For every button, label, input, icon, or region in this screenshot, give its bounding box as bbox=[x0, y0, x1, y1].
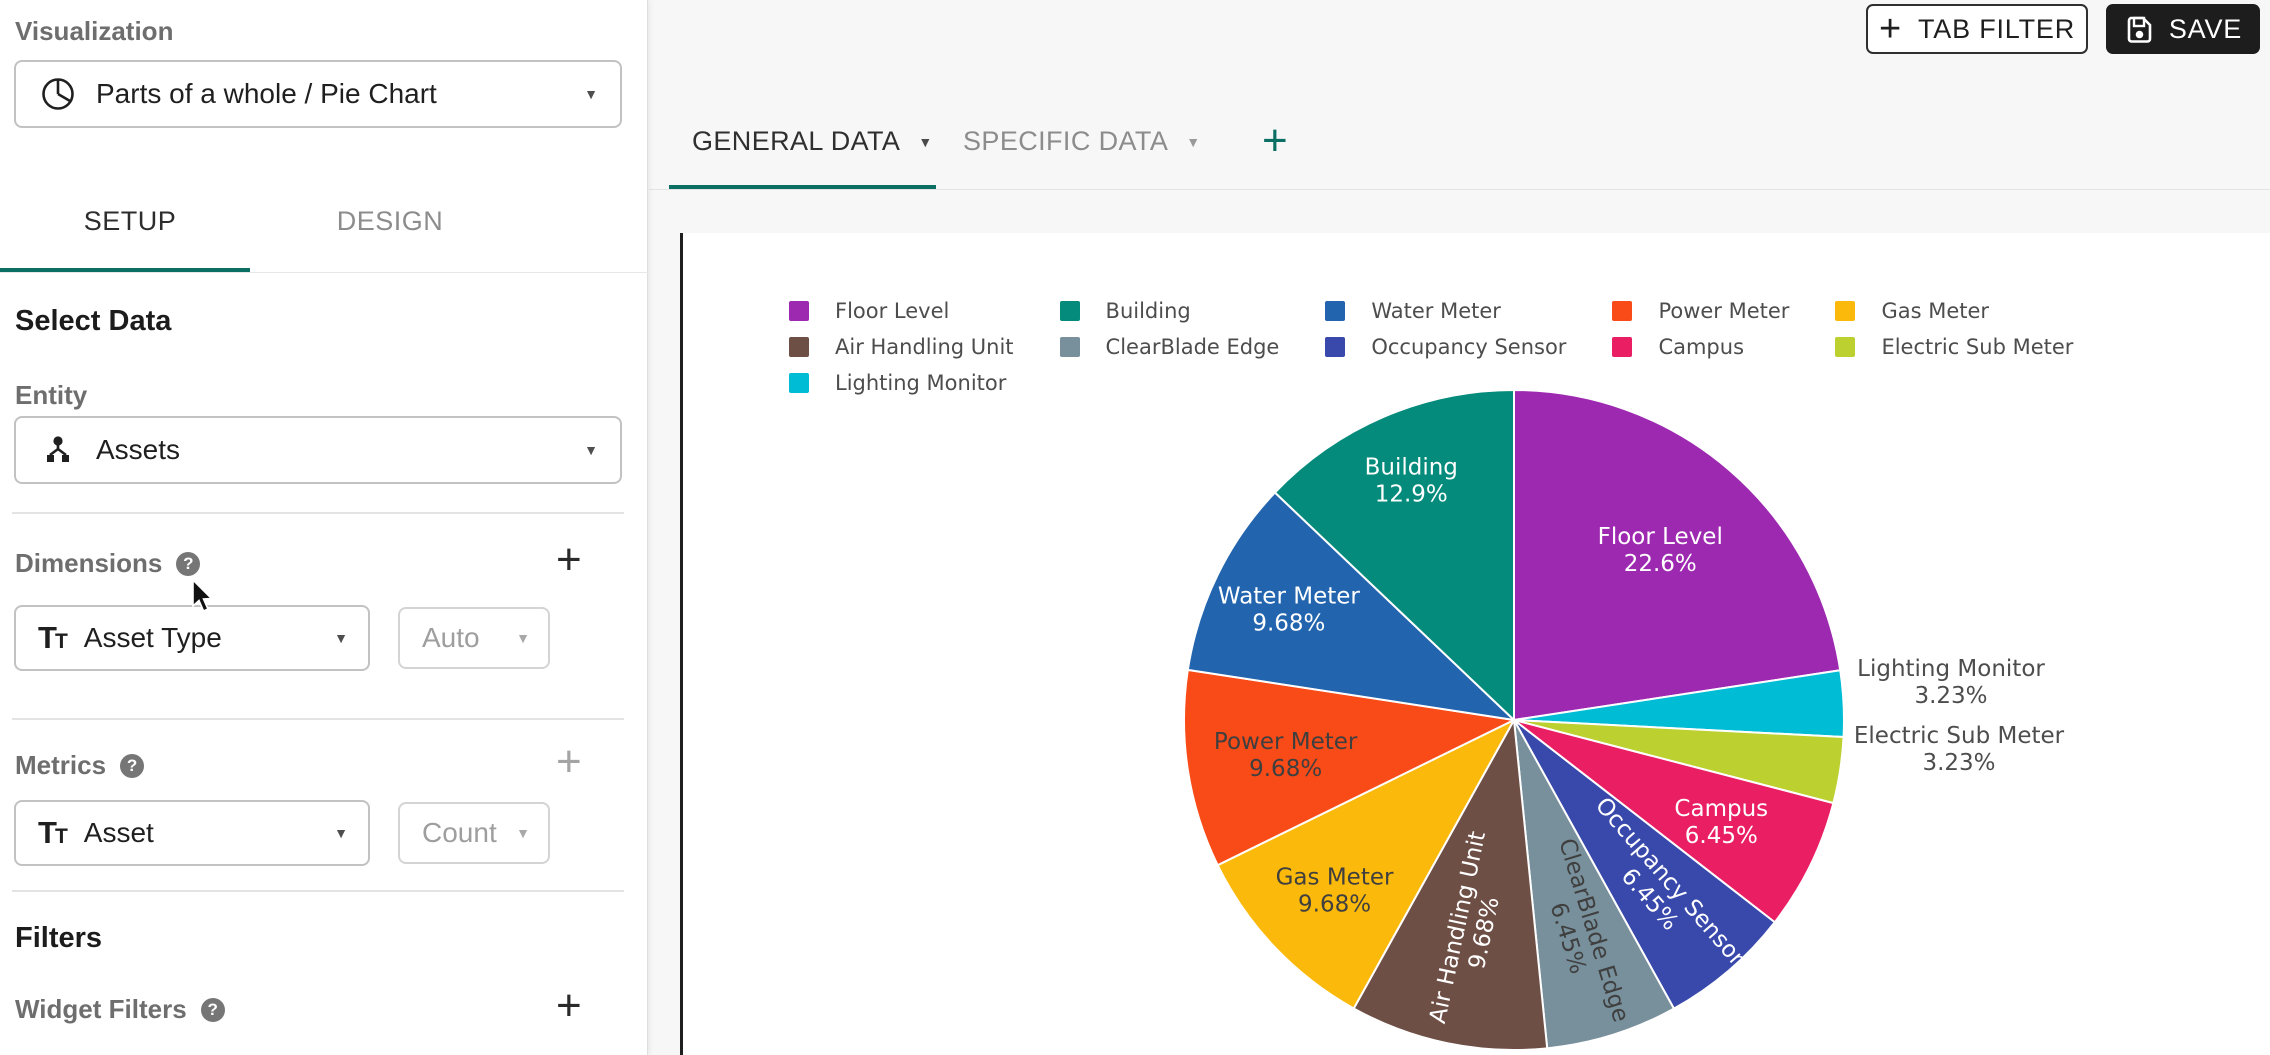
tab-filter-label: TAB FILTER bbox=[1918, 14, 2075, 45]
specific-data-label: SPECIFIC DATA bbox=[963, 126, 1168, 157]
save-button[interactable]: SAVE bbox=[2106, 4, 2260, 54]
tab-filter-button[interactable]: + TAB FILTER bbox=[1866, 4, 2088, 54]
svg-text:9.68%: 9.68% bbox=[1249, 756, 1322, 782]
metric-field-value: Asset bbox=[84, 817, 154, 849]
add-widget-filter-button[interactable]: + bbox=[556, 986, 582, 1026]
visualization-label: Visualization bbox=[15, 16, 173, 47]
chevron-down-icon: ▼ bbox=[584, 442, 598, 458]
general-data-label: GENERAL DATA bbox=[692, 126, 900, 157]
pie-slice-label: Campus6.45% bbox=[1674, 796, 1768, 849]
tab-setup[interactable]: SETUP bbox=[0, 196, 260, 242]
text-type-icon: TT bbox=[38, 620, 66, 656]
metric-aggregation-select[interactable]: Count ▼ bbox=[398, 802, 550, 864]
add-dimension-button[interactable]: + bbox=[556, 540, 582, 580]
tab-specific-data[interactable]: SPECIFIC DATA ▼ bbox=[963, 126, 1201, 157]
metrics-label: Metrics bbox=[15, 750, 106, 781]
plus-icon: + bbox=[1879, 8, 1902, 51]
help-icon[interactable]: ? bbox=[201, 998, 225, 1022]
svg-text:Floor Level: Floor Level bbox=[1598, 524, 1723, 550]
pie-outside-label: 3.23% bbox=[1922, 750, 1995, 776]
widget-filters-label: Widget Filters bbox=[15, 994, 187, 1025]
svg-text:Campus: Campus bbox=[1674, 796, 1768, 822]
widget-config-panel: Visualization Parts of a whole / Pie Cha… bbox=[0, 0, 648, 1055]
svg-text:9.68%: 9.68% bbox=[1298, 891, 1371, 917]
pie-slice-label: Building12.9% bbox=[1365, 454, 1458, 507]
chevron-down-icon: ▼ bbox=[918, 134, 932, 150]
add-metric-button[interactable]: + bbox=[556, 742, 582, 782]
dimension-bucket-value: Auto bbox=[422, 622, 480, 654]
svg-text:12.9%: 12.9% bbox=[1375, 481, 1448, 507]
entity-value: Assets bbox=[96, 434, 180, 466]
pie-chart-type-icon bbox=[40, 76, 76, 112]
pie-outside-label: Electric Sub Meter bbox=[1854, 723, 2065, 749]
svg-text:9.68%: 9.68% bbox=[1252, 610, 1325, 636]
tab-design[interactable]: DESIGN bbox=[260, 196, 520, 242]
dimensions-row: Dimensions ? bbox=[15, 548, 200, 579]
pie-chart[interactable]: Floor Level22.6%Lighting Monitor3.23%Ele… bbox=[683, 233, 2270, 1055]
help-icon[interactable]: ? bbox=[176, 552, 200, 576]
dimensions-label: Dimensions bbox=[15, 548, 162, 579]
chevron-down-icon: ▼ bbox=[516, 630, 530, 646]
add-data-tab-button[interactable]: + bbox=[1262, 116, 1288, 166]
metrics-row: Metrics ? bbox=[15, 750, 144, 781]
widget-preview-card: Floor LevelAir Handling UnitLighting Mon… bbox=[680, 233, 2270, 1055]
visualization-select[interactable]: Parts of a whole / Pie Chart ▼ bbox=[14, 60, 622, 128]
panel-tabs: SETUP DESIGN bbox=[0, 196, 648, 242]
entity-select[interactable]: Assets ▼ bbox=[14, 416, 622, 484]
svg-text:Building: Building bbox=[1365, 454, 1458, 480]
pie-outside-label: Lighting Monitor bbox=[1857, 656, 2045, 682]
dimension-bucket-select[interactable]: Auto ▼ bbox=[398, 607, 550, 669]
metric-field-select[interactable]: TT Asset ▼ bbox=[14, 800, 370, 866]
widget-filters-row: Widget Filters ? bbox=[15, 994, 225, 1025]
divider bbox=[12, 890, 624, 892]
chevron-down-icon: ▼ bbox=[334, 630, 348, 646]
svg-text:6.45%: 6.45% bbox=[1685, 823, 1758, 849]
divider bbox=[12, 512, 624, 514]
select-data-heading: Select Data bbox=[15, 305, 171, 338]
visualization-value: Parts of a whole / Pie Chart bbox=[96, 78, 437, 110]
mouse-cursor bbox=[192, 580, 222, 619]
dimension-field-value: Asset Type bbox=[84, 622, 222, 654]
asset-tree-icon bbox=[42, 434, 74, 466]
chevron-down-icon: ▼ bbox=[584, 86, 598, 102]
svg-text:Gas Meter: Gas Meter bbox=[1276, 864, 1394, 890]
help-icon[interactable]: ? bbox=[120, 754, 144, 778]
tab-general-data[interactable]: GENERAL DATA ▼ bbox=[692, 126, 933, 157]
divider bbox=[12, 718, 624, 720]
svg-text:Power Meter: Power Meter bbox=[1214, 729, 1358, 755]
chevron-down-icon: ▼ bbox=[1186, 134, 1200, 150]
panel-tabs-divider bbox=[0, 272, 648, 273]
text-type-icon: TT bbox=[38, 815, 66, 851]
svg-text:Water Meter: Water Meter bbox=[1218, 583, 1360, 609]
save-icon bbox=[2124, 14, 2155, 45]
entity-label: Entity bbox=[15, 380, 87, 411]
tab-bar-divider bbox=[649, 189, 2270, 190]
metric-aggregation-value: Count bbox=[422, 817, 497, 849]
save-label: SAVE bbox=[2169, 14, 2242, 45]
chevron-down-icon: ▼ bbox=[516, 825, 530, 841]
chevron-down-icon: ▼ bbox=[334, 825, 348, 841]
filters-heading: Filters bbox=[15, 922, 102, 955]
svg-text:22.6%: 22.6% bbox=[1624, 551, 1697, 577]
pie-outside-label: 3.23% bbox=[1914, 683, 1987, 709]
